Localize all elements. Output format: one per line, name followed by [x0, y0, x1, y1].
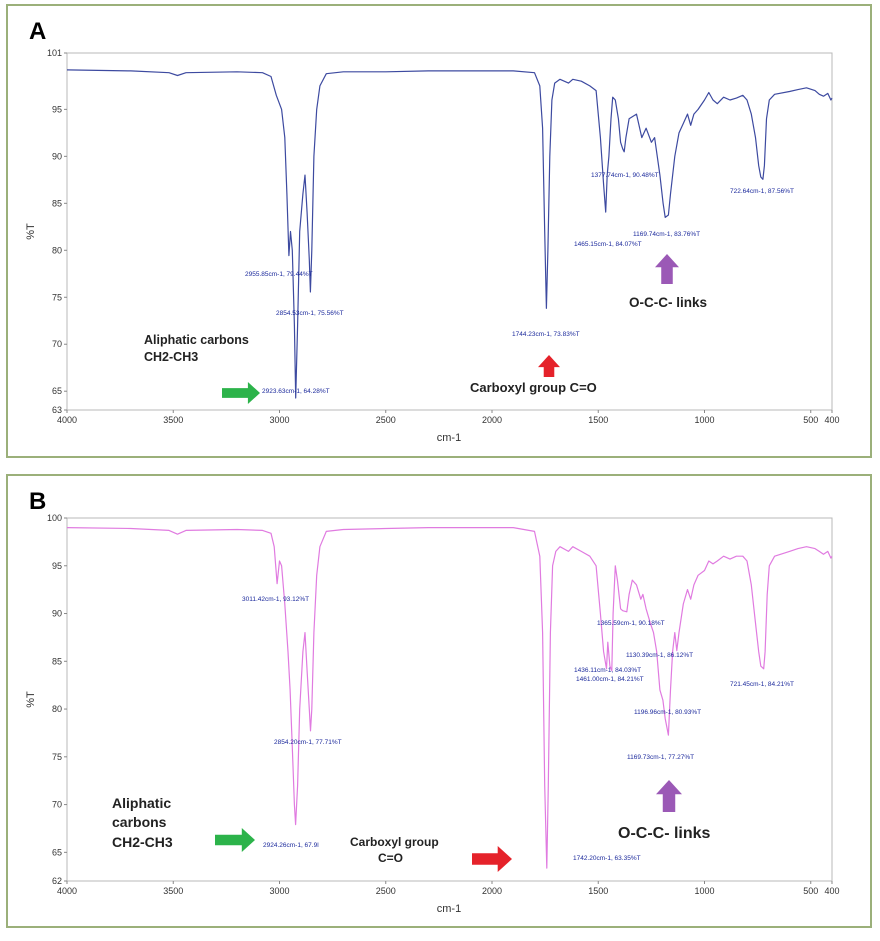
panel-b: B 100 95 90 85 80 75 70 65 62 4000 3500 3000 2500 200…	[6, 474, 872, 928]
y-tick-label: 85	[52, 198, 62, 208]
x-axis-title-b: cm-1	[437, 903, 461, 915]
peak-label: 3011.42cm-1, 93.12%T	[242, 596, 309, 603]
annotation-label: Carboxyl group C=O	[470, 380, 597, 395]
y-tick-label: 70	[52, 339, 62, 349]
y-tick-label: 62	[52, 876, 62, 886]
x-tick-label: 3500	[163, 886, 183, 896]
x-tick-label: 500	[803, 886, 818, 896]
plot-frame-b	[66, 517, 833, 882]
peak-label: 2924.26cm-1, 67.9l	[263, 842, 319, 849]
peak-label: 722.64cm-1, 87.56%T	[730, 188, 794, 195]
peak-label: 1365.59cm-1, 90.18%T	[597, 620, 665, 627]
red-arrow	[472, 846, 512, 872]
y-tick-label: 75	[52, 752, 62, 762]
y-axis-title-a: %T	[25, 223, 37, 240]
y-tick-label: 90	[52, 151, 62, 161]
x-tick-label: 2000	[482, 415, 502, 425]
y-tick-label: 80	[52, 704, 62, 714]
x-tick-label: 3000	[269, 886, 289, 896]
peak-label: 1436.11cm-1, 84.03%T	[574, 667, 641, 674]
x-tick-label: 1000	[694, 886, 714, 896]
x-tick-label: 500	[803, 415, 818, 425]
y-tick-label: 101	[47, 48, 62, 58]
x-tick-label: 1500	[588, 415, 608, 425]
x-tick-label: 3000	[269, 415, 289, 425]
peak-label: 721.45cm-1, 84.21%T	[730, 681, 794, 688]
panel-a: A 101 95 90 85 80 75 70 65 63 4000 3500 3000 2500 200…	[6, 4, 872, 458]
x-axis-title-a: cm-1	[437, 432, 461, 444]
y-tick-label: 95	[52, 104, 62, 114]
annotation-label: CH2-CH3	[112, 834, 173, 850]
x-tick-label: 1500	[588, 886, 608, 896]
x-tick-label: 4000	[57, 415, 77, 425]
peak-label: 1377.74cm-1, 90.48%T	[591, 172, 659, 179]
x-tick-label: 2500	[376, 415, 396, 425]
peak-label: 2854.53cm-1, 75.56%T	[276, 310, 344, 317]
x-tick-label: 4000	[57, 886, 77, 896]
panel-letter-a: A	[29, 18, 46, 45]
peak-label: 2955.85cm-1, 79.44%T	[245, 271, 313, 278]
peak-label: 1742.20cm-1, 63.35%T	[573, 855, 641, 862]
y-tick-label: 65	[52, 386, 62, 396]
annotation-label: Aliphatic	[112, 795, 171, 811]
peak-label: 1744.23cm-1, 73.83%T	[512, 331, 580, 338]
spectrum-line-b	[66, 527, 833, 869]
y-tick-label: 85	[52, 656, 62, 666]
x-tick-label: 2000	[482, 886, 502, 896]
annotation-label: O-C-C- links	[629, 295, 707, 310]
peak-label: 1465.15cm-1, 84.07%T	[574, 241, 642, 248]
peak-label: 1196.96cm-1, 80.93%T	[634, 709, 701, 716]
peak-label: 1461.00cm-1, 84.21%T	[576, 676, 644, 683]
spectrum-line-a	[66, 69, 833, 399]
y-tick-label: 90	[52, 609, 62, 619]
y-tick-label: 75	[52, 292, 62, 302]
y-tick-label: 65	[52, 847, 62, 857]
peak-label: 2854.20cm-1, 77.71%T	[274, 739, 342, 746]
green-arrow	[222, 382, 260, 404]
peak-label: 1169.74cm-1, 83.76%T	[633, 231, 700, 238]
y-tick-label: 70	[52, 800, 62, 810]
peak-label: 1169.73cm-1, 77.27%T	[627, 754, 694, 761]
x-tick-label: 1000	[694, 415, 714, 425]
x-tick-label: 3500	[163, 415, 183, 425]
annotation-label: carbons	[112, 814, 167, 830]
y-tick-label: 100	[47, 513, 62, 523]
plot-frame-a	[66, 52, 833, 411]
annotation-label: Carboxyl group	[350, 835, 439, 849]
annotation-label: O-C-C- links	[618, 825, 711, 842]
x-tick-label: 400	[824, 415, 839, 425]
y-tick-label: 95	[52, 561, 62, 571]
purple-arrow	[656, 780, 682, 812]
red-arrow	[538, 355, 560, 377]
x-tick-label: 2500	[376, 886, 396, 896]
y-tick-label: 63	[52, 405, 62, 415]
green-arrow	[215, 828, 255, 852]
x-tick-label: 400	[824, 886, 839, 896]
annotation-label: Aliphatic carbons	[144, 333, 249, 347]
y-axis-title-b: %T	[25, 691, 37, 708]
peak-label: 1130.39cm-1, 86.12%T	[626, 652, 693, 659]
annotation-label: C=O	[378, 851, 403, 865]
y-tick-label: 80	[52, 245, 62, 255]
purple-arrow	[655, 254, 679, 284]
peak-label: 2923.63cm-1, 64.28%T	[262, 388, 330, 395]
annotation-label: CH2-CH3	[144, 350, 198, 364]
panel-letter-b: B	[29, 488, 46, 515]
